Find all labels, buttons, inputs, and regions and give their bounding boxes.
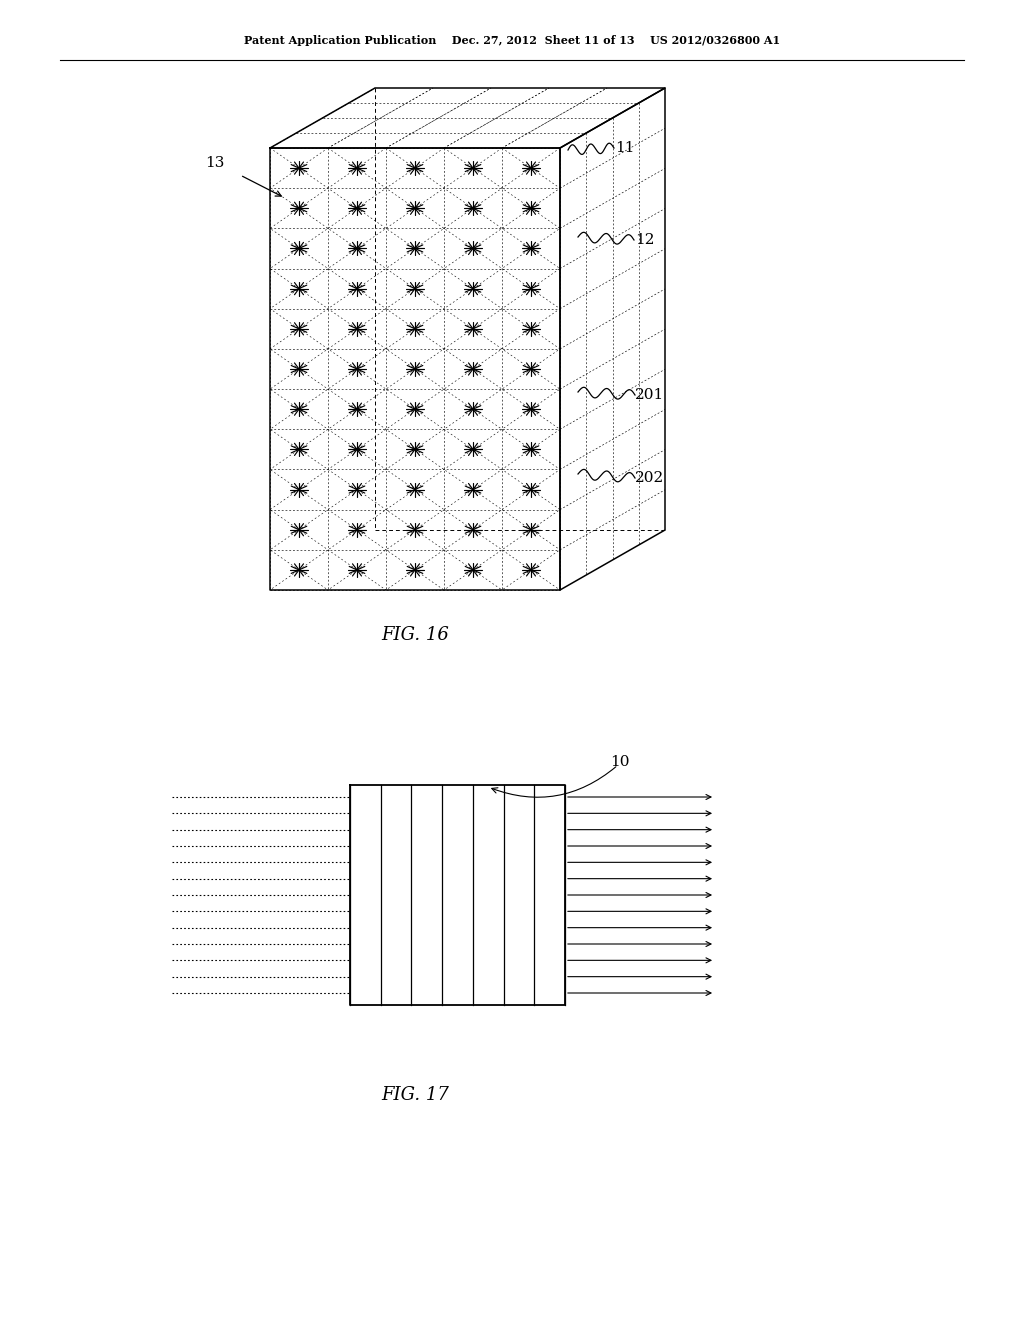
Text: 10: 10 <box>610 755 630 770</box>
Polygon shape <box>560 88 665 590</box>
Text: 13: 13 <box>206 156 224 170</box>
Polygon shape <box>270 88 665 148</box>
Text: FIG. 17: FIG. 17 <box>381 1086 449 1104</box>
Polygon shape <box>270 148 560 590</box>
Text: 201: 201 <box>635 388 665 403</box>
Bar <box>350 785 565 1005</box>
Text: 202: 202 <box>635 471 665 484</box>
Text: FIG. 16: FIG. 16 <box>381 626 449 644</box>
Text: 12: 12 <box>635 234 654 247</box>
Text: 11: 11 <box>615 141 635 154</box>
Text: Patent Application Publication    Dec. 27, 2012  Sheet 11 of 13    US 2012/03268: Patent Application Publication Dec. 27, … <box>244 34 780 45</box>
